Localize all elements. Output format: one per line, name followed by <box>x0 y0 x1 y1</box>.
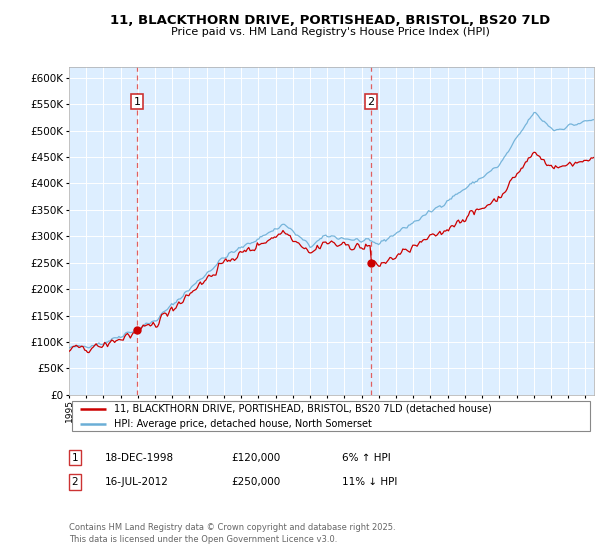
Text: 1: 1 <box>134 96 140 106</box>
Text: HPI: Average price, detached house, North Somerset: HPI: Average price, detached house, Nort… <box>113 419 371 429</box>
Text: £120,000: £120,000 <box>231 452 280 463</box>
Text: 11% ↓ HPI: 11% ↓ HPI <box>342 477 397 487</box>
Text: 16-JUL-2012: 16-JUL-2012 <box>105 477 169 487</box>
Text: 11, BLACKTHORN DRIVE, PORTISHEAD, BRISTOL, BS20 7LD: 11, BLACKTHORN DRIVE, PORTISHEAD, BRISTO… <box>110 14 550 27</box>
Text: 1: 1 <box>71 452 79 463</box>
Text: Contains HM Land Registry data © Crown copyright and database right 2025.
This d: Contains HM Land Registry data © Crown c… <box>69 522 395 544</box>
FancyBboxPatch shape <box>71 401 590 431</box>
Text: 6% ↑ HPI: 6% ↑ HPI <box>342 452 391 463</box>
Text: £250,000: £250,000 <box>231 477 280 487</box>
Text: 2: 2 <box>367 96 374 106</box>
Text: 2: 2 <box>71 477 79 487</box>
Text: 18-DEC-1998: 18-DEC-1998 <box>105 452 174 463</box>
Text: 11, BLACKTHORN DRIVE, PORTISHEAD, BRISTOL, BS20 7LD (detached house): 11, BLACKTHORN DRIVE, PORTISHEAD, BRISTO… <box>113 404 491 414</box>
Text: Price paid vs. HM Land Registry's House Price Index (HPI): Price paid vs. HM Land Registry's House … <box>170 27 490 38</box>
